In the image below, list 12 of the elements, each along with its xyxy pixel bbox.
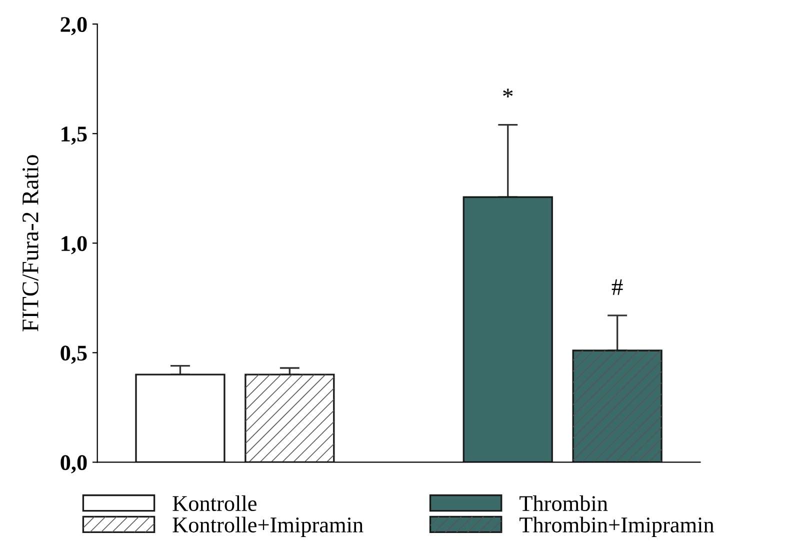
y-tick-label: 2,0: [60, 17, 87, 36]
legend-label: Thrombin: [520, 495, 608, 512]
annotation: *: [503, 88, 513, 98]
y-tick-label: 0,5: [60, 346, 87, 364]
y-tick-label: 0,0: [60, 455, 87, 474]
y-axis-title: FITC/Fura-2 Ratio: [22, 155, 38, 332]
y-tick-label: 1,0: [62, 236, 87, 254]
annotation: #: [612, 279, 623, 295]
legend-label: Kontrolle: [172, 495, 256, 512]
legend-label: Thrombin+Imipramin: [520, 516, 714, 537]
y-tick-label: 1,5: [62, 126, 87, 145]
legend-label: Kontrolle+Imipramin: [172, 516, 364, 537]
